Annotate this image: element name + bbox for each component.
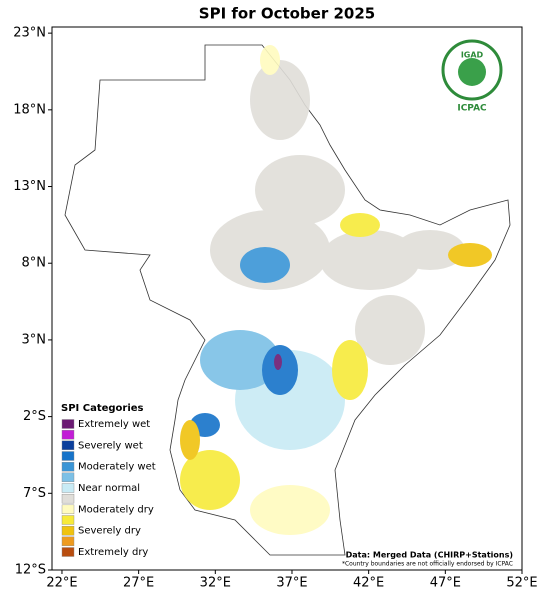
title: SPI for October 2025	[199, 5, 375, 23]
legend-swatch	[61, 536, 75, 547]
y-tick-label: 18°N	[13, 102, 46, 117]
x-tick-label: 52°E	[506, 576, 537, 591]
source: Data: Merged Data (CHIRP+Stations)	[346, 551, 513, 560]
footnote: *Country boundaries are not officially e…	[342, 561, 513, 568]
map-frame	[51, 26, 523, 571]
y-tick-label: 2°S	[23, 409, 46, 424]
legend-swatch	[61, 451, 75, 461]
legend-swatch	[61, 504, 75, 515]
legend-label: Severely dry	[78, 526, 141, 537]
legend-title: SPI Categories	[61, 403, 144, 414]
legend-swatch	[61, 547, 75, 557]
legend-swatch	[61, 483, 75, 493]
x-tick-label: 37°E	[276, 576, 307, 591]
legend-swatch	[61, 493, 75, 504]
y-tick-label: 13°N	[13, 179, 46, 194]
region-outline	[64, 44, 511, 556]
logo-top: IGAD	[461, 51, 484, 60]
legend-label: Extremely wet	[78, 419, 150, 430]
legend-label: Moderately dry	[78, 504, 154, 515]
legend-swatch	[61, 429, 75, 440]
legend-label: Near normal	[78, 483, 140, 494]
legend-swatch	[61, 525, 75, 536]
y-tick-label: 12°S	[15, 563, 46, 578]
y-tick-label: 23°N	[13, 26, 46, 41]
logo: IGAD ICPAC	[441, 39, 503, 114]
region	[64, 44, 511, 556]
x-tick-label: 47°E	[430, 576, 461, 591]
legend-label: Extremely dry	[78, 547, 148, 558]
legend-swatch	[61, 419, 75, 429]
legend-swatch	[61, 440, 75, 451]
legend-label: Moderately wet	[78, 462, 156, 473]
legend-swatch	[61, 472, 75, 483]
x-tick-label: 22°E	[46, 576, 77, 591]
x-tick-label: 42°E	[353, 576, 384, 591]
legend-swatch	[61, 461, 75, 472]
spi-patches	[180, 45, 492, 535]
y-tick-label: 7°S	[23, 486, 46, 501]
y-tick-label: 8°N	[22, 256, 47, 271]
logo-emblem	[458, 58, 486, 86]
x-tick-label: 32°E	[200, 576, 231, 591]
y-tick-label: 3°N	[22, 332, 47, 347]
legend-swatch	[61, 515, 75, 525]
logo-bottom: ICPAC	[457, 104, 487, 114]
x-tick-label: 27°E	[123, 576, 154, 591]
legend-label: Severely wet	[78, 440, 143, 451]
